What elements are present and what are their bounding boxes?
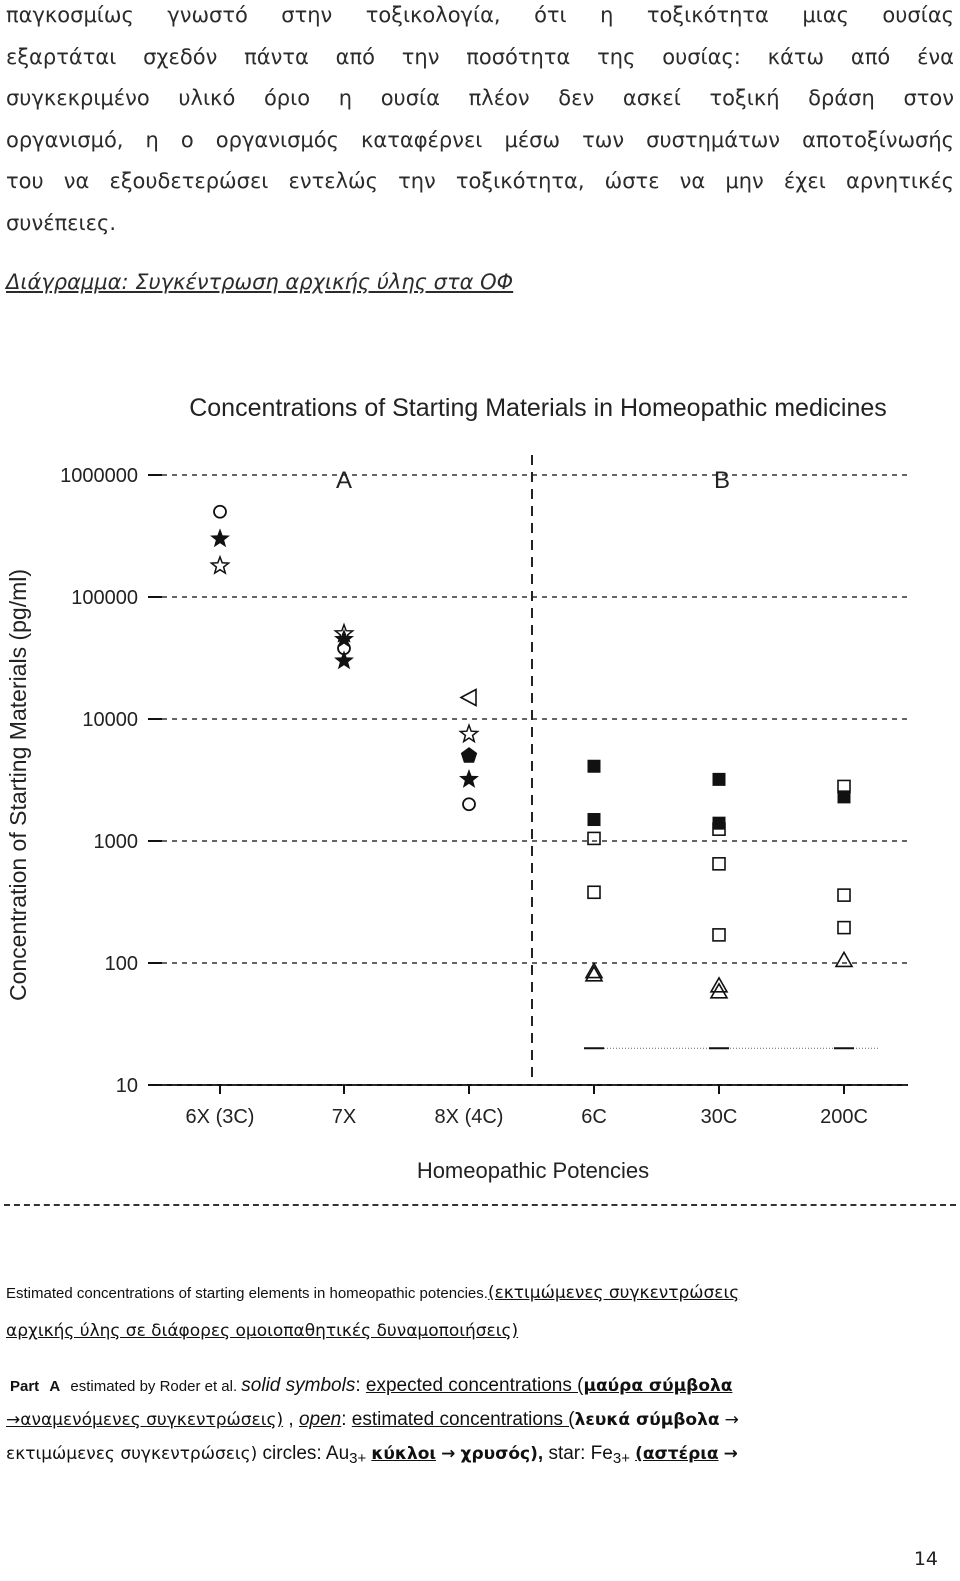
chart-caption: Estimated concentrations of starting ele…	[6, 1283, 956, 1359]
caption-greek-part2: αρχικής ύλης σε διάφορες ομοιοπαθητικές …	[6, 1321, 519, 1341]
chart-y-axis-label: Concentration of Starting Materials (pg/…	[5, 569, 31, 1001]
y-tick-label: 10000	[82, 709, 138, 731]
legend-expected: expected concentrations (	[365, 1375, 584, 1396]
page-number: 14	[913, 1548, 938, 1570]
data-point-star-filled	[334, 650, 354, 670]
data-point-star-filled	[210, 528, 230, 548]
legend-comma: ,	[283, 1409, 299, 1430]
legend-expected-greek: αναμενόμενες συγκεντρώσεις)	[20, 1410, 284, 1430]
chart-marks	[209, 504, 854, 999]
caption-greek-part1: (εκτιμώμενες συγκεντρώσεις	[487, 1283, 740, 1303]
legend-white-symbols: λευκά σύμβολα	[574, 1410, 720, 1430]
data-point-square-filled	[837, 790, 851, 804]
data-point-pentagon-filled	[460, 747, 478, 763]
x-tick-label: 200C	[820, 1106, 868, 1128]
legend-circles: circles: Au	[257, 1443, 350, 1464]
paragraph-line: εξαρτάται σχεδόν πάντα από την ποσότητα …	[6, 44, 954, 69]
data-point-triangle-up-open	[709, 976, 729, 993]
data-point-square-open	[712, 822, 726, 836]
x-tick-label: 30C	[701, 1106, 738, 1128]
legend-comma: ,	[537, 1443, 544, 1464]
legend-colon: :	[341, 1409, 352, 1430]
y-tick-label: 1000000	[60, 465, 138, 487]
data-point-star-filled	[459, 768, 479, 788]
chart-axes: 1000000 100000 10000 1000 100 10 6X (3C) 7X 8X (…	[60, 455, 908, 1128]
caption-english: Estimated concentrations of starting ele…	[6, 1285, 488, 1302]
legend-estimated: estimated concentrations (	[351, 1409, 575, 1430]
legend-black-symbols: μαύρα σύμβολα	[583, 1376, 733, 1396]
data-point-square-filled	[587, 813, 601, 827]
data-point-star-filled	[334, 628, 354, 648]
arrow-icon: →	[723, 1444, 738, 1464]
data-point-circle-open	[462, 797, 476, 812]
arrow-icon: →	[724, 1410, 739, 1430]
legend-estimated-by: estimated by Roder et al.	[66, 1378, 242, 1395]
data-point-triangle-left-open	[459, 688, 477, 707]
data-point-square-open	[837, 779, 851, 794]
legend-gold: χρυσός)	[460, 1444, 538, 1464]
body-paragraph: παγκοσμίως γνωστό στην τοξικολογία, ότι …	[6, 0, 954, 249]
legend-stars-greek: (αστέρια	[635, 1444, 719, 1464]
data-point-square-open	[712, 928, 726, 942]
data-point-square-open	[837, 888, 851, 902]
data-point-star-open	[458, 723, 480, 744]
data-point-square-open	[587, 885, 601, 900]
arrow-icon: →	[441, 1444, 456, 1464]
data-point-square-filled	[712, 772, 726, 786]
legend-open: open	[298, 1409, 342, 1430]
data-point-square-open	[587, 831, 601, 846]
legend-star: star: Fe	[543, 1443, 613, 1464]
paragraph-line: του να εξουδετερώσει εντελώς την τοξικότ…	[6, 169, 954, 193]
legend-fe-charge: 3+	[612, 1450, 630, 1468]
diagram-heading: Διάγραμμα: Συγκέντρωση αρχικής ύλης στα …	[6, 270, 514, 294]
chart-x-axis-label: Homeopathic Potencies	[417, 1158, 649, 1183]
paragraph-line: συγκεκριμένο υλικό όριο η ουσία πλέον δε…	[6, 86, 954, 110]
x-tick-label: 7X	[332, 1106, 356, 1128]
legend-colon: :	[355, 1375, 366, 1396]
data-point-square-open	[712, 857, 726, 871]
x-tick-label: 8X (4C)	[435, 1106, 504, 1128]
scatter-chart: Concentrations of Starting Materials in …	[0, 380, 960, 1200]
x-tick-label: 6C	[581, 1106, 607, 1128]
y-tick-label: 10	[116, 1075, 138, 1097]
legend-solid-symbols: solid symbols	[241, 1375, 356, 1396]
panel-label-b: B	[714, 467, 730, 494]
chart-svg: Concentrations of Starting Materials in …	[5, 394, 908, 1183]
x-tick-label: 6X (3C)	[186, 1106, 255, 1128]
y-tick-label: 100000	[71, 587, 138, 609]
legend-au-charge: 3+	[349, 1450, 367, 1468]
panel-label-a: A	[336, 467, 352, 494]
symbol-legend: Part A estimated by Roder et al. solid s…	[6, 1375, 956, 1477]
data-point-square-filled	[587, 759, 601, 773]
paragraph-line: συνέπειες.	[6, 210, 116, 235]
data-point-triangle-up-open	[709, 982, 729, 999]
legend-estimated-greek: εκτιμώμενες συγκεντρώσεις)	[6, 1444, 258, 1464]
chart-title: Concentrations of Starting Materials in …	[189, 394, 887, 422]
dashed-separator	[4, 1204, 956, 1206]
data-point-triangle-up-open	[584, 965, 604, 982]
y-tick-label: 1000	[94, 831, 139, 853]
paragraph-line: οργανισμό, η ο οργανισμός καταφέρνει μέσ…	[6, 127, 954, 152]
legend-part: Part	[10, 1378, 44, 1395]
legend-circles-greek: κύκλοι	[371, 1444, 437, 1464]
paragraph-line: παγκοσμίως γνωστό στην τοξικολογία, ότι …	[6, 3, 954, 27]
data-point-star-open	[209, 554, 231, 575]
data-point-triangle-up-open	[584, 961, 604, 979]
data-point-circle-open	[213, 504, 227, 519]
legend-part-a: A	[49, 1378, 61, 1395]
data-point-square-open	[837, 920, 851, 935]
y-tick-label: 100	[105, 953, 138, 975]
arrow-icon: →	[6, 1410, 21, 1430]
data-point-triangle-up-open	[834, 950, 854, 968]
